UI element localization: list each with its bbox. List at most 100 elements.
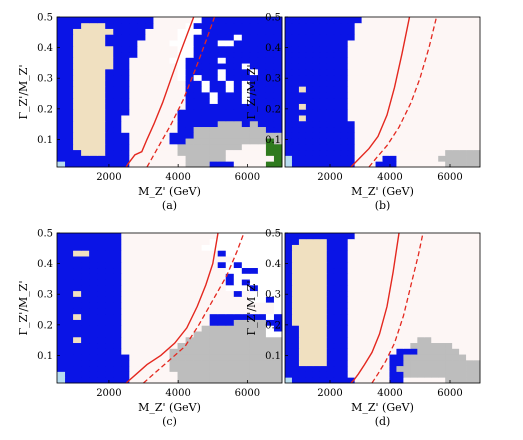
heat-cell <box>319 28 328 35</box>
heat-cell <box>291 143 300 151</box>
heat-cell <box>459 313 467 320</box>
heat-cell <box>403 80 411 87</box>
heat-cell <box>368 63 376 70</box>
heat-cell <box>113 155 122 162</box>
heat-cell <box>57 233 66 240</box>
heat-cell <box>201 63 211 70</box>
heat-cell <box>326 302 335 309</box>
heat-cell <box>445 57 453 64</box>
heat-cell <box>473 279 481 286</box>
heat-cell <box>459 22 467 29</box>
heat-cell <box>265 365 275 372</box>
heat-cell <box>438 80 446 87</box>
heat-cell <box>396 302 404 309</box>
heat-cell <box>431 256 439 263</box>
heat-cell <box>257 319 267 326</box>
heat-cell <box>265 138 275 145</box>
heat-cell <box>285 319 293 326</box>
y-tick-label: 0.3 <box>37 74 53 85</box>
heat-cell <box>145 371 154 378</box>
heat-cell <box>298 155 307 162</box>
heat-cell <box>169 290 178 297</box>
heat-cell <box>312 34 321 41</box>
heat-cell <box>249 354 259 361</box>
heat-cell <box>209 308 219 315</box>
heat-cell <box>291 63 300 70</box>
heat-cell <box>312 63 321 70</box>
heat-cell <box>73 86 82 93</box>
heat-cell <box>57 273 66 280</box>
heat-cell <box>466 331 474 338</box>
heat-cell <box>319 342 328 349</box>
heat-cell <box>417 256 425 263</box>
heat-cell <box>319 103 328 110</box>
heat-cell <box>417 244 425 251</box>
heat-cell <box>375 34 383 41</box>
heat-cell <box>291 290 300 297</box>
heat-cell <box>389 45 397 53</box>
heat-cell <box>312 365 321 372</box>
heat-cell <box>233 244 243 251</box>
heat-cell <box>396 313 404 320</box>
heat-cell <box>417 290 425 297</box>
heat-cell <box>368 371 376 378</box>
heat-cell <box>121 40 130 47</box>
heat-cell <box>129 308 138 315</box>
heat-cell <box>185 377 195 384</box>
heat-cell <box>201 348 211 355</box>
heat-cell <box>65 250 74 257</box>
heat-cell <box>193 348 203 355</box>
heat-cell <box>145 51 154 58</box>
heat-cell <box>145 28 154 35</box>
heat-cell <box>438 63 446 70</box>
heat-cell <box>333 319 342 326</box>
heat-cell <box>466 34 474 41</box>
heat-cell <box>459 132 467 139</box>
heat-cell <box>169 331 178 338</box>
heat-cell <box>375 17 383 24</box>
heat-cell <box>105 74 114 81</box>
heat-cell <box>145 161 154 168</box>
heat-cell <box>424 273 432 280</box>
y-axis-label: Γ_Z'/M_Z' <box>245 65 258 120</box>
heat-cell <box>121 359 130 367</box>
heat-cell <box>473 261 481 269</box>
heat-cell <box>326 109 335 116</box>
heat-cell <box>209 267 219 274</box>
heat-cell <box>340 74 349 81</box>
heat-cell <box>312 342 321 349</box>
heat-cell <box>161 28 170 35</box>
heat-cell <box>298 109 307 116</box>
heat-cell <box>169 336 178 344</box>
heat-cell <box>354 115 362 122</box>
heat-cell <box>368 132 376 139</box>
heat-cell <box>129 57 138 64</box>
heat-cell <box>340 143 349 151</box>
heat-cell <box>417 120 425 128</box>
heat-cell <box>424 250 432 257</box>
heat-cell <box>129 256 138 263</box>
heat-cell <box>177 319 186 326</box>
heat-cell <box>285 313 293 320</box>
heat-cell <box>57 302 66 309</box>
heat-cell <box>97 161 106 168</box>
heat-cell <box>326 325 335 332</box>
heat-cell <box>445 126 453 133</box>
heat-cell <box>273 244 283 251</box>
heat-cell <box>326 103 335 110</box>
heat-cell <box>410 348 418 355</box>
heat-cell <box>129 238 138 245</box>
heat-cell <box>326 308 335 315</box>
heat-cell <box>249 331 259 338</box>
heat-cell <box>298 86 307 93</box>
heat-cell <box>153 261 162 269</box>
heat-cell <box>81 273 90 280</box>
heat-cell <box>273 371 283 378</box>
heat-cell <box>121 161 130 168</box>
heat-cell <box>161 308 170 315</box>
x-tick-label: 4000 <box>377 388 402 399</box>
heat-cell <box>319 348 328 355</box>
heat-cell <box>285 74 293 81</box>
heat-cell <box>105 161 114 168</box>
heat-cell <box>347 238 356 245</box>
